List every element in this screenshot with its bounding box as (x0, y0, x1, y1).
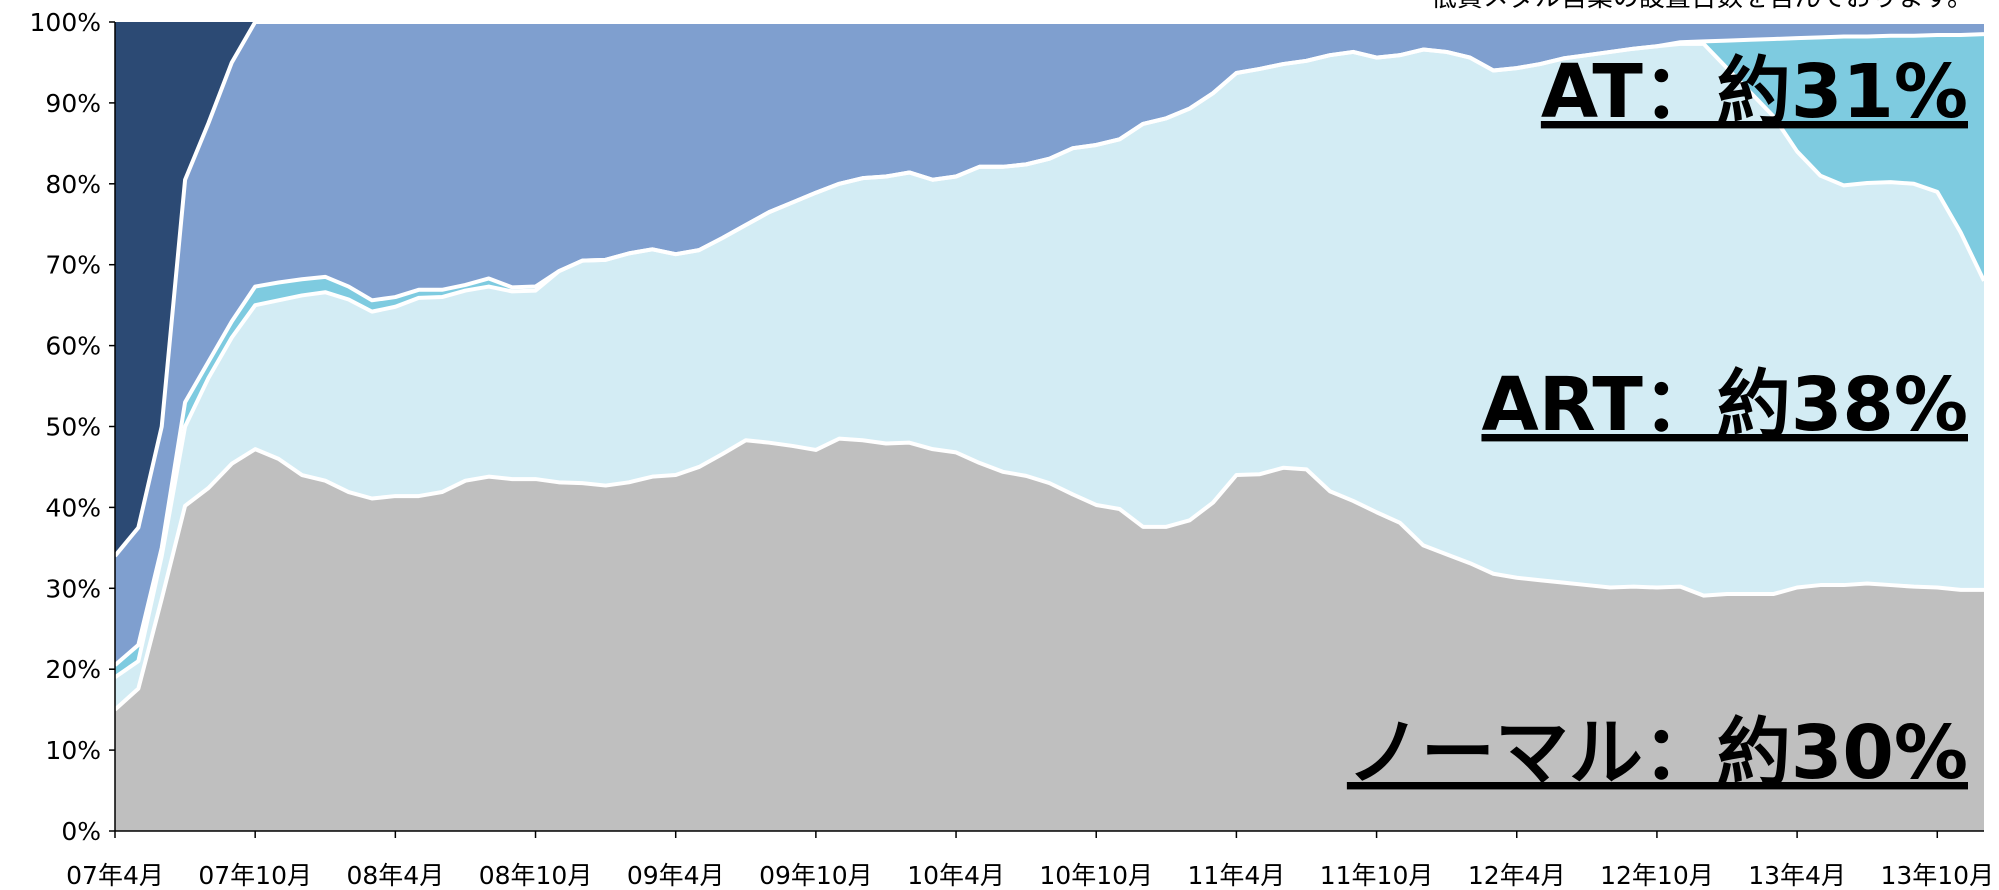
x-tick-label: 08年4月 (346, 861, 444, 890)
x-tick-label: 08年10月 (479, 861, 593, 890)
y-tick-label: 80% (45, 170, 101, 199)
axes: 0% 10% 20% 30% 40% 50% 60% 70% 80% 90% 100% 07年4月 07… (30, 8, 1995, 890)
y-tick-label: 0% (61, 817, 101, 846)
annotation: AT：約31% (1541, 49, 1968, 135)
x-tick-label: 11年10月 (1320, 861, 1434, 890)
y-tick-label: 100% (30, 8, 101, 37)
layer-boundary (113, 436, 1984, 712)
y-tick-label: 20% (45, 655, 101, 684)
y-tick-label: 30% (45, 574, 101, 603)
y-tick-label: 60% (45, 332, 101, 361)
note: 低貸メダル営業の設置台数を含んでおります。 (1431, 0, 1973, 13)
x-tick-label: 12年4月 (1468, 861, 1566, 890)
area (115, 438, 1984, 831)
annotation: ART：約38% (1481, 362, 1968, 448)
x-tick-label: 13年10月 (1880, 861, 1994, 890)
x-tick-label: 10年4月 (907, 861, 1005, 890)
y-tick-label: 10% (45, 736, 101, 765)
x-tick-label: 07年4月 (66, 861, 164, 890)
x-tick-label: 12年10月 (1600, 861, 1714, 890)
area (115, 34, 1984, 678)
layer-boundary (113, 20, 1984, 558)
y-tick-label: 50% (45, 413, 101, 442)
x-tick-label: 10年10月 (1039, 861, 1153, 890)
x-tick-label: 09年10月 (759, 861, 873, 890)
x-tick-label: 13年4月 (1748, 861, 1846, 890)
x-tick-label: 07年10月 (198, 861, 312, 890)
annotation: ノーマル：約30% (1347, 710, 1968, 796)
y-tick-label: 70% (45, 251, 101, 280)
y-tick-label: 40% (45, 493, 101, 522)
y-tick-label: 90% (45, 89, 101, 118)
plot-area (113, 20, 1986, 831)
x-tick-label: 09年4月 (627, 861, 725, 890)
area (115, 22, 1984, 666)
area (115, 43, 1984, 710)
x-tick-label: 11年4月 (1188, 861, 1286, 890)
layer-boundary (113, 32, 1985, 667)
